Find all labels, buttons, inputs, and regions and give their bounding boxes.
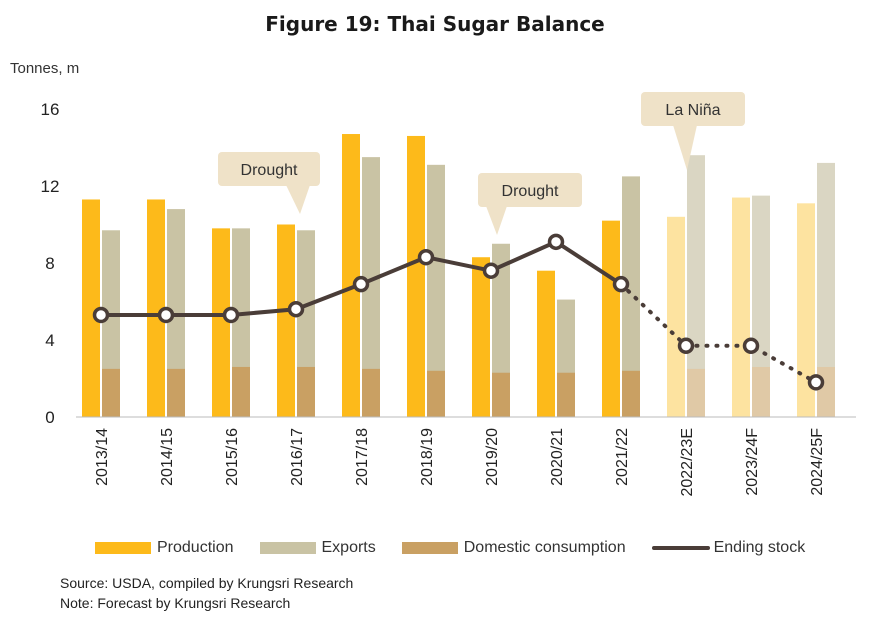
x-tick-label: 2021/22 — [614, 428, 631, 486]
ending-stock-forecast-line — [619, 282, 818, 385]
legend-swatch-domestic — [401, 542, 458, 554]
callout-label: Drought — [241, 162, 298, 179]
bar-exports — [362, 157, 380, 417]
source-note: Source: USDA, compiled by Krungsri Resea… — [60, 575, 354, 591]
bar-domestic-consumption — [492, 372, 510, 417]
legend-item-production: Production — [95, 539, 234, 557]
bar-production — [147, 199, 165, 417]
bar-production — [82, 199, 100, 417]
y-tick-label: 16 — [41, 100, 60, 119]
callout-label: La Niña — [665, 102, 720, 119]
x-tick-label: 2015/16 — [224, 428, 241, 486]
x-tick-label: 2014/15 — [159, 428, 176, 486]
legend-swatch-production — [95, 542, 151, 554]
bar-exports — [622, 176, 640, 417]
bar-domestic-consumption — [102, 368, 120, 417]
ending-stock-point — [287, 300, 305, 318]
chart-svg: 0 4 8 12 16 2013/14 2014/15 2015/16 2016/17 2017/… — [41, 92, 856, 497]
legend-item-domestic: Domestic consumption — [401, 539, 626, 557]
bar-domestic-consumption — [687, 368, 705, 417]
bar-domestic-consumption — [362, 368, 380, 417]
callout-box — [218, 152, 320, 186]
ending-stock-point — [222, 306, 240, 324]
bar-domestic-consumption — [427, 370, 445, 417]
bar-production — [667, 216, 685, 417]
ending-stock-point — [417, 248, 435, 266]
bar-domestic-consumption — [232, 366, 250, 417]
callout-box — [641, 92, 745, 126]
x-tick-label: 2013/14 — [94, 428, 111, 486]
ending-stock-point — [677, 337, 695, 355]
bar-domestic-consumption — [557, 372, 575, 417]
legend-label-exports: Exports — [321, 539, 376, 556]
x-tick-label: 2022/23E — [679, 428, 696, 497]
callout-pointer — [286, 185, 310, 214]
bar-domestic-consumption — [297, 366, 315, 417]
ending-stock-point — [612, 275, 630, 293]
bar-production — [537, 270, 555, 417]
bar-domestic-consumption — [622, 370, 640, 417]
y-tick-label: 12 — [41, 177, 60, 196]
bar-production — [342, 134, 360, 417]
y-tick-label: 4 — [45, 331, 54, 350]
bar-production — [212, 228, 230, 417]
x-tick-label: 2016/17 — [289, 428, 306, 486]
bar-production — [407, 135, 425, 417]
chart-title: Figure 19: Thai Sugar Balance — [265, 12, 605, 36]
legend-swatch-exports — [259, 542, 316, 554]
callout-pointer — [673, 125, 697, 170]
legend-label-production: Production — [157, 539, 234, 556]
x-tick-label: 2023/24F — [744, 428, 761, 496]
x-tick-label: 2020/21 — [549, 428, 566, 486]
bar-production — [732, 197, 750, 417]
y-axis-label: Tonnes, m — [10, 60, 80, 77]
bar-domestic-consumption — [167, 368, 185, 417]
bar-production — [472, 257, 490, 417]
bar-production — [602, 220, 620, 417]
bar-exports — [752, 195, 770, 417]
ending-stock-point — [742, 337, 760, 355]
legend-label-domestic: Domestic consumption — [463, 539, 626, 556]
callout-label: Drought — [502, 183, 559, 200]
legend-swatch-ending-stock — [651, 546, 710, 550]
callout-box — [478, 173, 582, 207]
bar-domestic-consumption — [817, 366, 835, 417]
ending-stock-point — [807, 374, 825, 391]
y-tick-label: 8 — [45, 254, 54, 273]
ending-stock-point — [157, 306, 175, 324]
x-tick-label: 2018/19 — [419, 428, 436, 486]
bar-exports — [817, 162, 835, 417]
forecast-note: Note: Forecast by Krungsri Research — [60, 595, 291, 611]
bar-production — [797, 203, 815, 417]
callout-pointer — [486, 206, 507, 235]
ending-stock-point — [352, 275, 370, 293]
ending-stock-point — [547, 233, 565, 251]
x-tick-label: 2019/20 — [484, 428, 501, 486]
x-tick-label: 2024/25F — [809, 428, 826, 496]
y-tick-label: 0 — [45, 408, 54, 427]
bar-production — [277, 224, 295, 417]
bar-domestic-consumption — [752, 366, 770, 417]
x-tick-label: 2017/18 — [354, 428, 371, 486]
legend-label-ending-stock: Ending stock — [713, 539, 806, 556]
bar-exports — [427, 164, 445, 417]
legend: Production Exports Domestic consumption … — [95, 538, 831, 558]
ending-stock-point — [92, 306, 110, 324]
legend-item-exports: Exports — [259, 539, 376, 557]
legend-item-ending-stock: Ending stock — [651, 539, 806, 557]
ending-stock-point — [482, 262, 500, 279]
